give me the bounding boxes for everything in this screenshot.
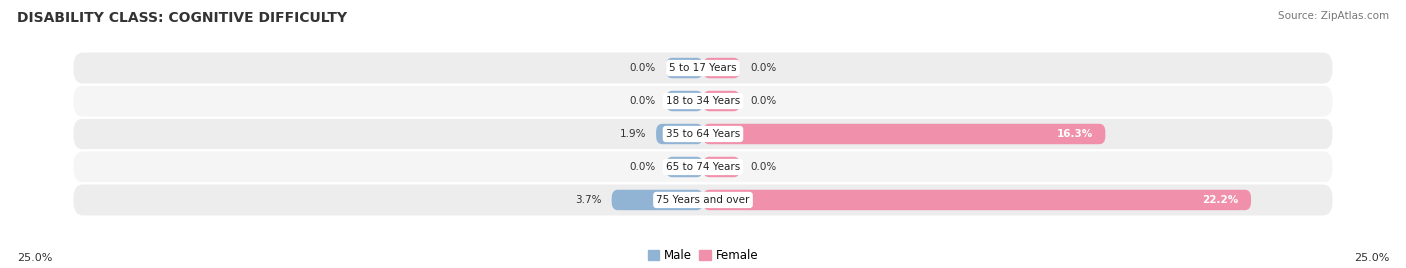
FancyBboxPatch shape [666,58,703,78]
FancyBboxPatch shape [657,124,703,144]
FancyBboxPatch shape [703,157,740,177]
Text: 16.3%: 16.3% [1057,129,1092,139]
Text: 25.0%: 25.0% [1354,253,1389,263]
FancyBboxPatch shape [703,91,740,111]
FancyBboxPatch shape [703,124,1105,144]
Text: 0.0%: 0.0% [749,96,776,106]
FancyBboxPatch shape [666,157,703,177]
Text: 0.0%: 0.0% [749,63,776,73]
FancyBboxPatch shape [73,151,1333,183]
FancyBboxPatch shape [666,91,703,111]
Text: 5 to 17 Years: 5 to 17 Years [669,63,737,73]
Text: 0.0%: 0.0% [630,63,657,73]
Text: Source: ZipAtlas.com: Source: ZipAtlas.com [1278,11,1389,21]
Legend: Male, Female: Male, Female [648,249,758,262]
Text: 65 to 74 Years: 65 to 74 Years [666,162,740,172]
Text: 75 Years and over: 75 Years and over [657,195,749,205]
Text: 1.9%: 1.9% [620,129,647,139]
Text: DISABILITY CLASS: COGNITIVE DIFFICULTY: DISABILITY CLASS: COGNITIVE DIFFICULTY [17,11,347,25]
FancyBboxPatch shape [73,118,1333,150]
Text: 22.2%: 22.2% [1202,195,1239,205]
Text: 0.0%: 0.0% [749,162,776,172]
FancyBboxPatch shape [73,85,1333,117]
Text: 0.0%: 0.0% [630,162,657,172]
Text: 18 to 34 Years: 18 to 34 Years [666,96,740,106]
Text: 0.0%: 0.0% [630,96,657,106]
FancyBboxPatch shape [703,190,1251,210]
FancyBboxPatch shape [73,184,1333,215]
FancyBboxPatch shape [612,190,703,210]
Text: 3.7%: 3.7% [575,195,602,205]
Text: 35 to 64 Years: 35 to 64 Years [666,129,740,139]
FancyBboxPatch shape [73,53,1333,84]
Text: 25.0%: 25.0% [17,253,52,263]
FancyBboxPatch shape [703,58,740,78]
